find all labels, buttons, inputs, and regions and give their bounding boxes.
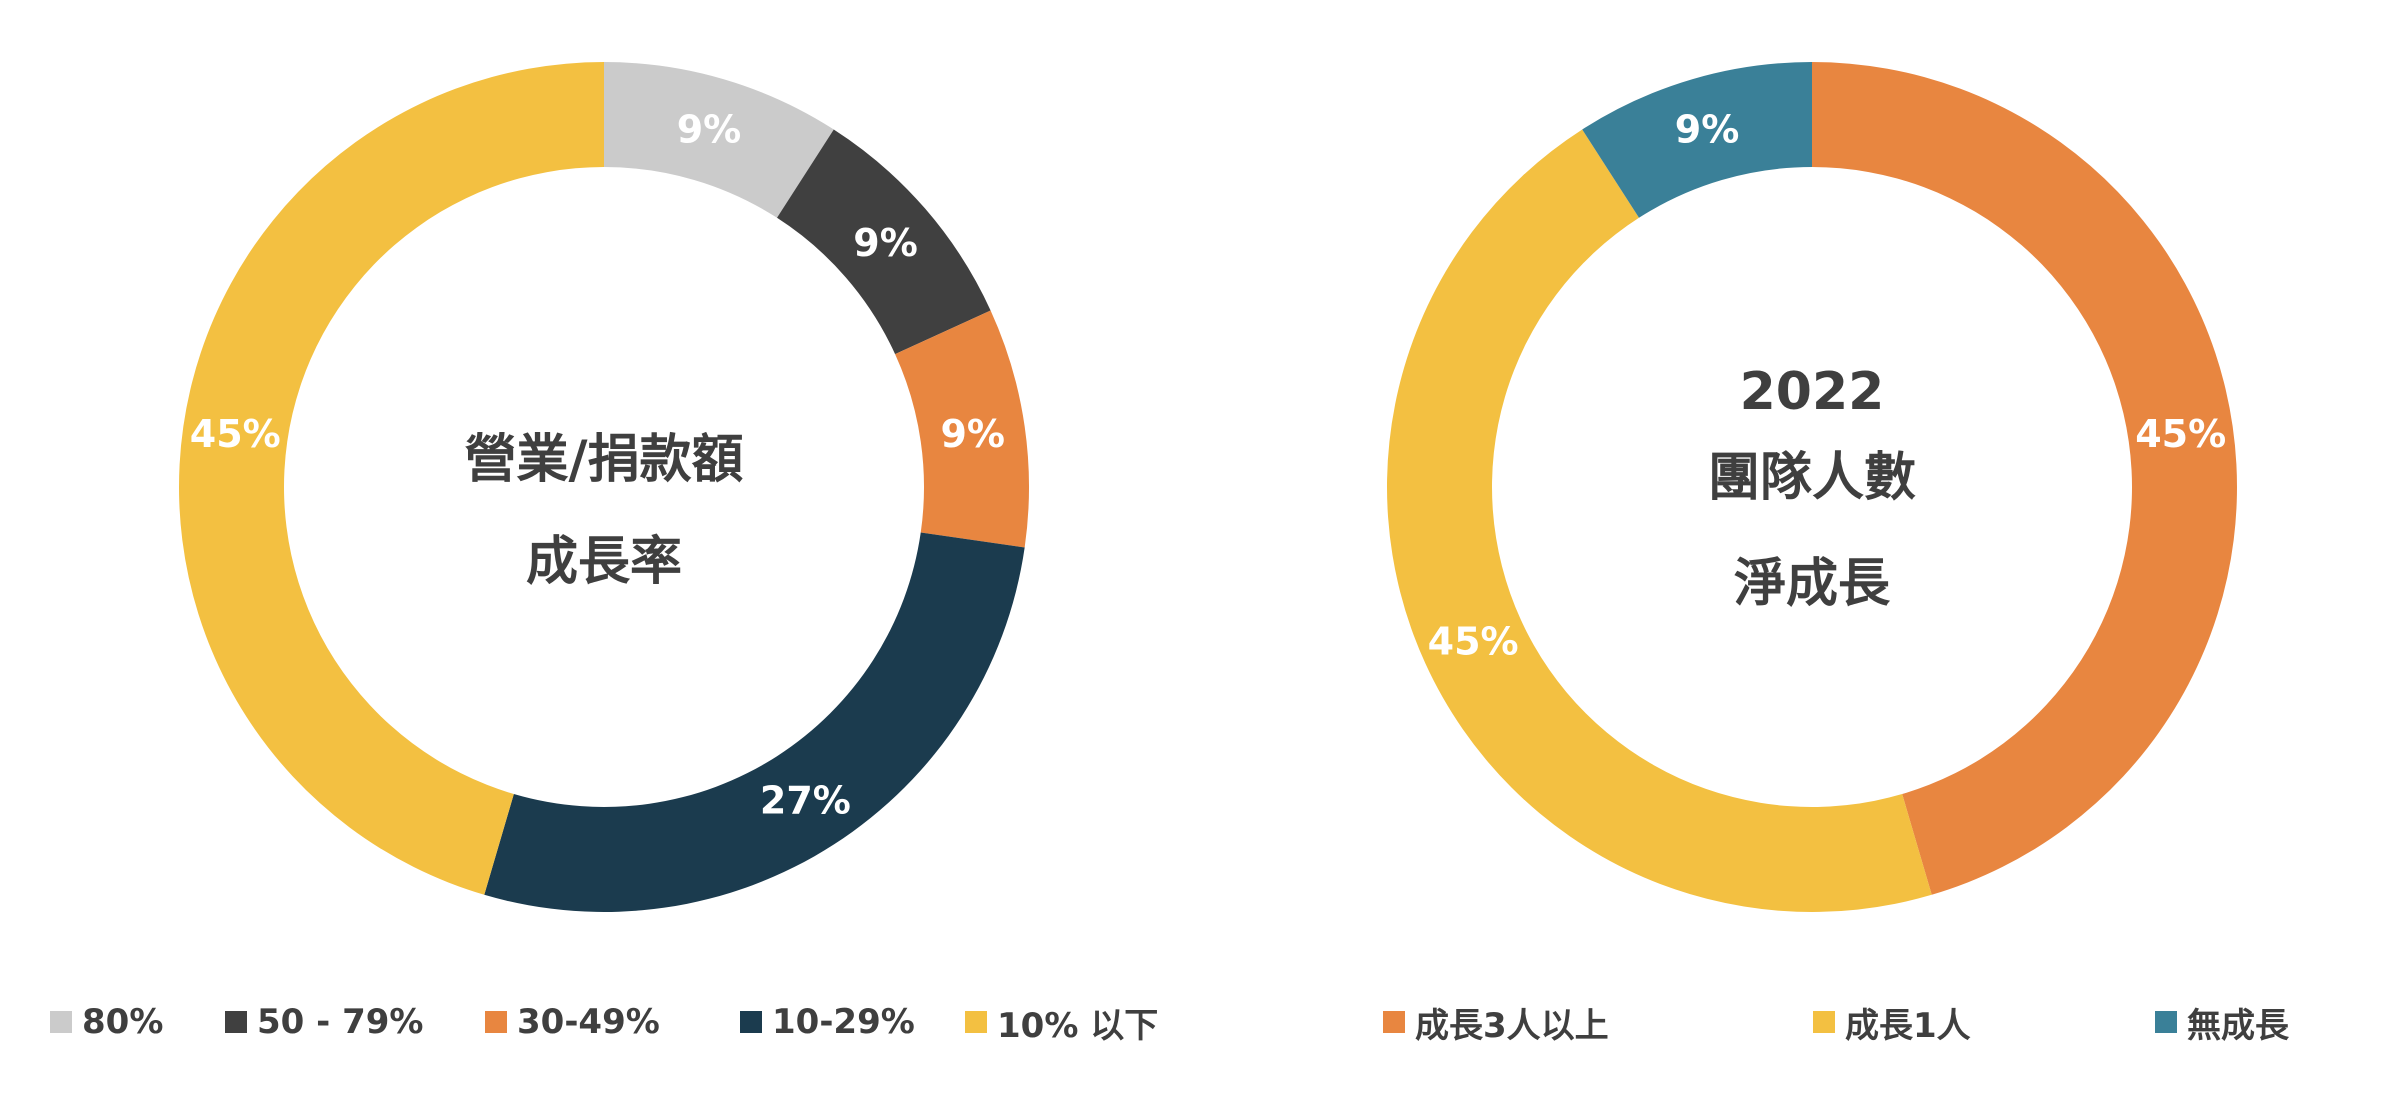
legend-swatch <box>2155 1011 2177 1033</box>
slice-data-label: 45% <box>190 412 281 456</box>
legend-label: 80% <box>82 1002 164 1042</box>
legend-label: 成長1人 <box>1845 1005 1971 1046</box>
donut-slice <box>484 532 1025 912</box>
donut-center-title: 團隊人數 <box>1708 448 1916 508</box>
donut-center-title: 成長率 <box>526 532 682 592</box>
slice-data-label: 9% <box>940 412 1005 456</box>
legend-label: 30-49% <box>517 1002 660 1042</box>
legend-item: 10% 以下 <box>965 997 1158 1047</box>
legend-label: 10-29% <box>772 1002 915 1042</box>
slice-data-label: 27% <box>760 778 851 822</box>
legend-item: 成長1人 <box>1813 997 1971 1047</box>
legend-swatch <box>965 1011 987 1033</box>
slice-data-label: 45% <box>2135 412 2226 456</box>
legend-label: 50 - 79% <box>257 1002 424 1042</box>
legend-item: 30-49% <box>485 997 660 1047</box>
donut-slice <box>777 129 991 355</box>
donut-center-title: 淨成長 <box>1734 554 1891 614</box>
legend-item: 10-29% <box>740 997 915 1047</box>
legend-item: 無成長 <box>2155 997 2289 1047</box>
donut-slice <box>1386 129 1932 912</box>
slice-data-label: 9% <box>853 221 918 265</box>
donut-center-title: 2022 <box>1740 362 1885 422</box>
donut-slice <box>179 62 604 895</box>
legend-swatch <box>225 1011 247 1033</box>
legend-item: 成長3人以上 <box>1383 997 1609 1047</box>
legend-item: 80% <box>50 997 163 1047</box>
legend-label: 成長3人以上 <box>1415 1005 1609 1046</box>
donut-slice <box>1582 62 1812 218</box>
donut-center-title: 營業/捐款額 <box>465 430 744 490</box>
slice-data-label: 45% <box>1428 620 1519 664</box>
legend-label: 10% 以下 <box>997 1005 1159 1046</box>
legend-swatch <box>485 1011 507 1033</box>
slice-data-label: 9% <box>677 108 742 152</box>
legend-item: 50 - 79% <box>225 997 423 1047</box>
donut-slice <box>1812 62 2237 895</box>
donut-slice <box>604 62 834 218</box>
legend-swatch <box>740 1011 762 1033</box>
slice-data-label: 9% <box>1675 108 1740 152</box>
legend-swatch <box>1813 1011 1835 1033</box>
donut-slice <box>895 310 1029 548</box>
legend-swatch <box>50 1011 72 1033</box>
legend-swatch <box>1383 1011 1405 1033</box>
legend-label: 無成長 <box>2187 1005 2289 1046</box>
